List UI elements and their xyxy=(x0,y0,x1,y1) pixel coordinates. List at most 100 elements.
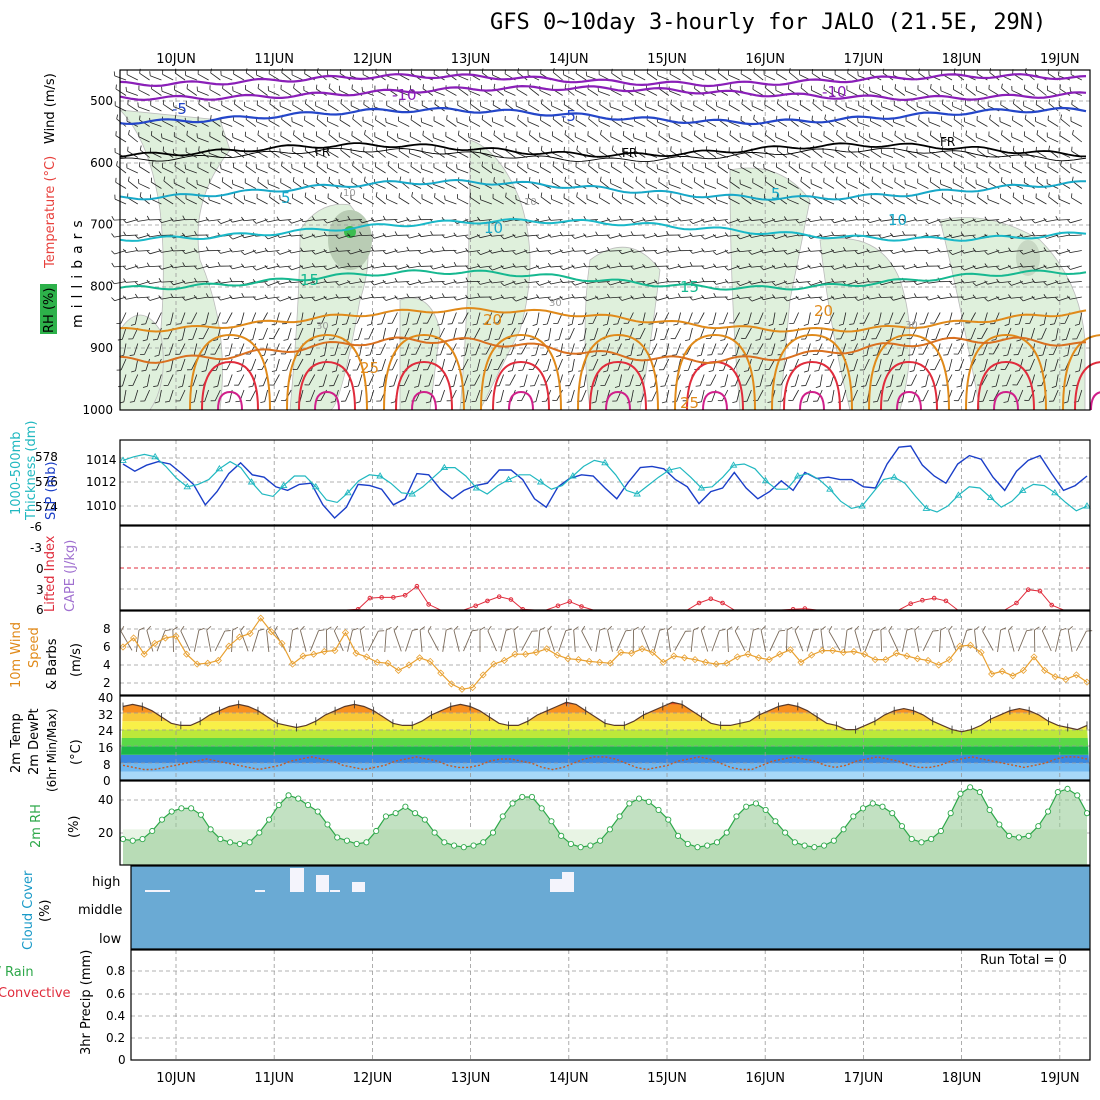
barb-flag xyxy=(739,86,741,91)
wind-barb xyxy=(340,98,351,112)
barb-flag xyxy=(185,147,187,153)
wind-barb xyxy=(765,130,776,143)
barb-flag xyxy=(293,338,299,340)
barb-staff xyxy=(604,374,611,386)
barb-flag xyxy=(484,385,489,388)
wind-barb xyxy=(222,358,233,371)
barb-staff xyxy=(576,196,587,205)
barb-staff xyxy=(279,265,292,268)
wind-barb xyxy=(130,312,139,326)
wind-barb xyxy=(788,389,799,401)
wind-barb xyxy=(905,163,917,174)
wind-barb xyxy=(755,327,764,341)
barb-flag xyxy=(222,369,227,371)
wind-barb xyxy=(622,177,634,189)
barb-staff xyxy=(877,389,882,402)
wind-barb xyxy=(894,84,906,96)
wind-barb xyxy=(953,389,965,402)
barb-staff xyxy=(451,312,457,324)
wind-barb xyxy=(595,231,610,237)
barb-flag xyxy=(728,147,730,152)
wind-barb xyxy=(524,278,540,284)
barb-flag xyxy=(929,100,931,106)
barb-staff xyxy=(292,151,304,158)
barb-staff xyxy=(621,250,634,255)
barb-staff xyxy=(540,166,551,174)
barb-flag xyxy=(752,178,754,183)
wind-barb xyxy=(465,248,481,253)
barb-staff xyxy=(440,343,445,355)
wind-barb xyxy=(153,374,162,387)
wind-barb xyxy=(397,163,410,174)
barb-staff xyxy=(633,219,646,223)
wind-barb xyxy=(270,343,280,356)
barb-flag xyxy=(529,130,531,135)
barb-flag xyxy=(1008,294,1012,299)
barb-staff xyxy=(157,327,162,340)
barb-staff xyxy=(845,265,858,269)
barb-staff xyxy=(232,265,245,270)
barb-flag xyxy=(647,191,650,197)
barb-staff xyxy=(462,312,469,324)
barb-flag xyxy=(866,218,870,223)
barb-staff xyxy=(551,250,563,255)
wind-barb xyxy=(211,312,221,325)
wind-barb xyxy=(441,280,457,285)
wind-barb xyxy=(140,343,150,355)
barb-staff xyxy=(252,327,257,340)
wind-barb xyxy=(977,192,988,205)
barb-flag xyxy=(802,354,807,357)
wind-barb xyxy=(305,389,316,402)
barb-staff xyxy=(878,312,882,325)
barb-staff xyxy=(444,199,457,205)
barb-flag xyxy=(656,164,658,169)
barb-flag xyxy=(311,297,316,302)
wind-barb xyxy=(591,389,599,404)
barb-staff xyxy=(511,358,516,371)
barb-staff xyxy=(503,265,516,270)
wind-barb xyxy=(670,99,681,112)
barb-flag xyxy=(114,194,116,200)
barb-flag xyxy=(846,178,848,184)
barb-staff xyxy=(280,105,292,112)
barb-staff xyxy=(963,234,976,237)
barb-flag xyxy=(724,279,729,284)
barb-staff xyxy=(981,327,988,339)
wind-barb xyxy=(469,99,481,112)
barb-flag xyxy=(894,130,896,136)
wind-barb xyxy=(335,217,351,222)
barb-flag xyxy=(783,250,788,255)
barb-staff xyxy=(1023,105,1035,112)
barb-flag xyxy=(1012,145,1015,151)
barb-flag xyxy=(245,161,248,167)
barb-staff xyxy=(262,327,268,340)
barb-flag xyxy=(170,246,174,252)
wind-barb xyxy=(304,99,316,112)
barb-flag xyxy=(347,280,351,285)
barb-flag xyxy=(1012,115,1014,121)
wind-barb xyxy=(776,99,788,112)
barb-staff xyxy=(557,358,563,371)
barb-staff xyxy=(940,265,953,270)
barb-staff xyxy=(727,234,740,237)
barb-flag xyxy=(441,246,445,251)
wind-barb xyxy=(279,101,292,112)
barb-flag xyxy=(984,297,989,302)
wind-barb xyxy=(542,312,552,326)
wind-barb xyxy=(158,218,174,223)
barb-staff xyxy=(476,358,481,371)
wind-barb xyxy=(704,133,717,143)
barb-staff xyxy=(657,250,669,254)
wind-barb xyxy=(457,194,469,205)
wind-barb xyxy=(563,116,575,127)
barb-flag xyxy=(677,217,681,222)
wind-barb xyxy=(173,132,186,143)
wind-barb xyxy=(989,161,1000,174)
barb-staff xyxy=(226,312,233,324)
wind-barb xyxy=(270,389,280,403)
barb-flag xyxy=(1016,339,1021,342)
bottom-date-label: 17JUN xyxy=(844,1071,884,1086)
barb-staff xyxy=(416,312,422,324)
barb-flag xyxy=(642,234,646,239)
wind-barb xyxy=(939,179,953,189)
